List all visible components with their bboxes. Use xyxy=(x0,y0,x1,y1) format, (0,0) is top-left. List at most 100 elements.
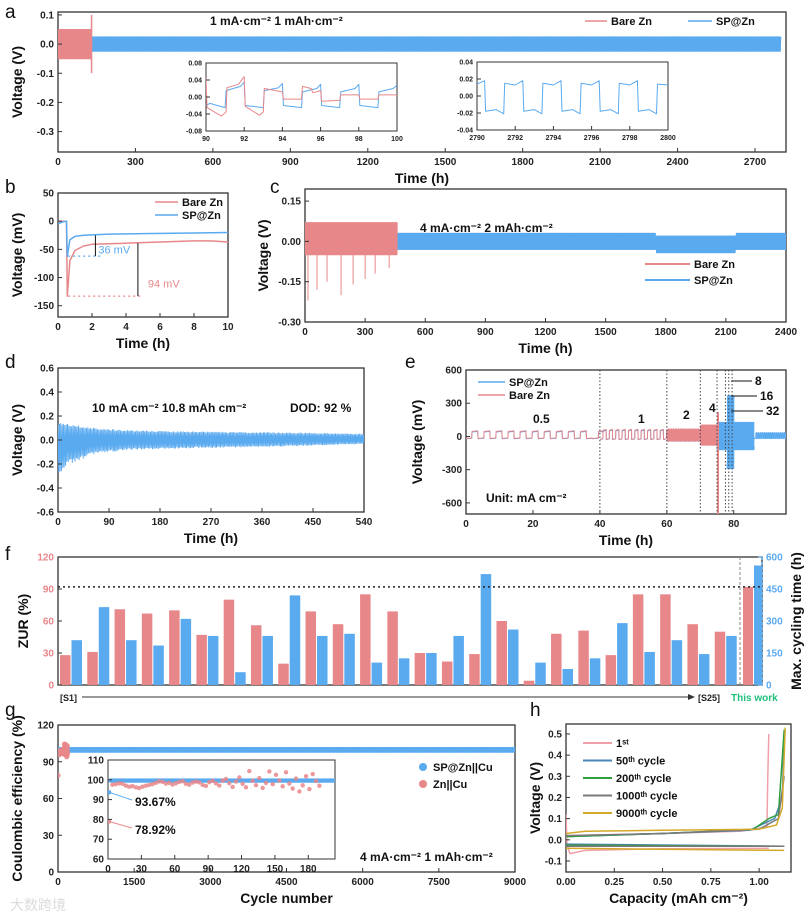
legend-zn-cu-marker xyxy=(419,780,427,788)
first-cycle-pointer xyxy=(108,821,133,829)
panel-c-chart: 0 300 600 900 1200 1500 1800 2100 2400 0.15 0.00 -0… xyxy=(255,188,798,356)
bar-zur-s7 xyxy=(223,599,235,685)
current-condition-label: 4 mA·cm⁻² 1 mAh·cm⁻² xyxy=(360,850,493,864)
bar-zur-s12 xyxy=(360,594,371,685)
bare-zn-voltage-trace xyxy=(305,222,398,256)
y-tick-label: -100 xyxy=(34,273,54,284)
x-axis-label: Cycle number xyxy=(240,890,333,906)
y-tick-label: -50 xyxy=(40,245,55,256)
y-tick-label: -0.2 xyxy=(37,460,55,471)
inset-zn-cu-point xyxy=(167,780,172,786)
y2-tick-label: 600 xyxy=(766,553,783,564)
inset-zn-cu-point xyxy=(130,783,135,789)
bar-zur-s9 xyxy=(278,663,289,685)
bar-cycling-time-s12 xyxy=(371,662,383,685)
rate-label: 1 xyxy=(638,412,645,426)
y2-tick-label: 0 xyxy=(766,681,772,692)
y-tick-label: 90 xyxy=(43,757,55,768)
inset-zn-cu-point xyxy=(260,785,265,791)
plot-frame xyxy=(304,188,787,323)
bar-zur-this-work xyxy=(743,586,753,685)
y-tick-label: 0.0 xyxy=(40,436,54,447)
sp-zn-rate-segment xyxy=(716,421,755,451)
x-tick-label: 0 xyxy=(463,519,469,530)
sp-zn-cu-ce-point xyxy=(512,746,515,753)
inset-zn-cu-point xyxy=(220,778,225,783)
x-tick-label: 9000 xyxy=(504,877,527,888)
y-tick-label: -0.1 xyxy=(545,856,563,867)
x-axis-label: Time (h) xyxy=(184,530,238,546)
bar-zur-s4 xyxy=(141,613,153,685)
curve-discharge-0 xyxy=(566,814,769,855)
inset-sp-zn-cu-point xyxy=(332,778,335,783)
inset-zn-cu-point xyxy=(257,775,262,781)
plot-area xyxy=(206,76,397,117)
y-tick-label: 0 xyxy=(48,681,54,692)
inset-zn-cu-point xyxy=(136,785,142,791)
legend-sp-zn-label: SP@Zn xyxy=(509,377,548,389)
plot-frame xyxy=(57,11,787,153)
sp-zn-rate-segment xyxy=(726,395,735,470)
y-tick-label: 0.02 xyxy=(459,76,473,83)
x-tick-label: 2400 xyxy=(775,327,798,338)
y-tick-label: 0 xyxy=(48,217,54,228)
y-tick-label: 0.0 xyxy=(40,40,54,51)
x-axis-label: Time (h) xyxy=(116,335,170,351)
y-tick-label: 60 xyxy=(43,794,55,805)
x-tick-label: 98 xyxy=(355,136,363,143)
inset-zn-cu-point xyxy=(217,783,222,788)
legend-cycle-4-label: 9000ᵗʰ cycle xyxy=(616,808,677,820)
panel-label-a: a xyxy=(5,2,16,23)
bar-cycling-time-s1 xyxy=(71,640,82,685)
y-axis-label: Voltage (mV) xyxy=(9,213,25,298)
bar-zur-s8 xyxy=(250,625,262,685)
x-tick-label: 90 xyxy=(202,136,210,143)
bar-zur-s20 xyxy=(578,630,589,685)
panel-f-chart: 0 30 60 90 120 ZUR (%) 0 150 300 450 600 Max. cycli… xyxy=(15,552,804,704)
y-tick-label: 0.04 xyxy=(459,59,473,66)
bar-zur-s3 xyxy=(114,609,126,685)
x-tick-label: 2100 xyxy=(589,157,612,168)
inset-zn-cu-point xyxy=(227,780,232,786)
inset-zn-cu-point xyxy=(223,776,229,782)
bar-zur-s16 xyxy=(469,654,480,685)
bar-zur-s17 xyxy=(496,621,507,685)
x-tick-label: 900 xyxy=(477,327,494,338)
x-tick-label: 0 xyxy=(105,864,111,875)
bar-cycling-time-s4 xyxy=(153,645,164,685)
x-tick-label: 8 xyxy=(191,322,197,333)
y-tick-label: 300 xyxy=(445,399,462,410)
x-tick-label: 600 xyxy=(205,157,222,168)
inset-zn-cu-point xyxy=(153,780,159,785)
y-tick-label: -0.02 xyxy=(457,110,473,117)
x-tick-label: 0 xyxy=(55,157,61,168)
legend-cycle-2-label: 200ᵗʰ cycle xyxy=(616,773,671,785)
x-tick-label: 30 xyxy=(136,864,148,875)
inset-zn-cu-point xyxy=(240,781,245,786)
plot-area xyxy=(58,423,364,473)
bar-zur-s22 xyxy=(632,594,644,685)
x-tick-label: 40 xyxy=(594,519,606,530)
inset-zn-cu-point xyxy=(113,781,118,787)
x-tick-label: 0.75 xyxy=(701,877,721,888)
bar-cycling-time-s10 xyxy=(317,635,328,685)
y-tick-label: 90 xyxy=(93,795,105,806)
inset-zn-cu-point xyxy=(263,780,269,786)
y-tick-label: -0.15 xyxy=(278,277,301,288)
inset-trace-bare-zn xyxy=(206,76,397,117)
bare-zn-rate-segment xyxy=(599,428,670,440)
y-tick-label: 0.1 xyxy=(548,814,562,825)
bar-cycling-time-s15 xyxy=(453,635,464,685)
plot-area xyxy=(58,741,515,778)
bar-zur-s25 xyxy=(714,631,726,685)
bar-cycling-time-s14 xyxy=(426,653,437,685)
inset-zn-cu-point xyxy=(210,778,215,783)
plot-area xyxy=(566,727,786,855)
x-axis-label: Time (h) xyxy=(599,532,653,548)
inset-zn-cu-point xyxy=(163,781,169,786)
inset-zn-cu-point xyxy=(247,768,252,774)
curve-discharge-4 xyxy=(566,847,785,852)
inset-zn-cu-point xyxy=(280,784,285,789)
x-tick-label: 0 xyxy=(302,327,308,338)
bar-zur-s24 xyxy=(687,624,698,685)
